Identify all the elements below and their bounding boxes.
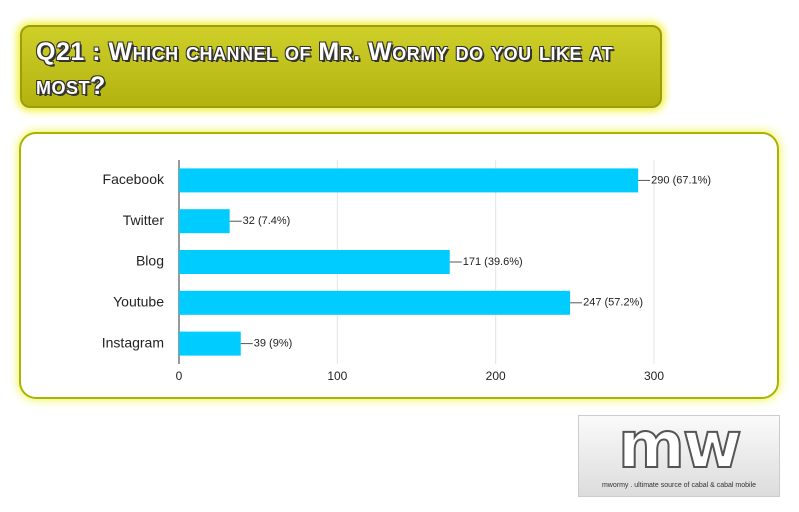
value-label: 171 (39.6%) <box>463 256 523 268</box>
category-label: Twitter <box>123 212 165 228</box>
value-label: 290 (67.1%) <box>651 174 711 186</box>
value-label: 32 (7.4%) <box>243 215 291 227</box>
category-label: Facebook <box>103 171 165 187</box>
value-label: 247 (57.2%) <box>583 297 643 309</box>
logo: mw mwormy . ultimate source of cabal & c… <box>578 409 780 497</box>
x-tick-label: 0 <box>176 369 183 383</box>
category-label: Youtube <box>113 294 164 310</box>
category-label: Blog <box>136 253 164 269</box>
logo-tagline: mwormy . ultimate source of cabal & caba… <box>601 482 757 489</box>
category-label: Instagram <box>102 334 164 350</box>
value-label: 39 (9%) <box>254 338 293 350</box>
logo-mark: mw <box>617 409 743 483</box>
x-tick-label: 300 <box>644 369 664 383</box>
bar <box>179 331 241 356</box>
bar <box>179 168 639 193</box>
bar <box>179 209 230 234</box>
x-tick-label: 200 <box>486 369 506 383</box>
question-title: Q21 : Which channel of Mr. Wormy do you … <box>20 25 662 108</box>
x-tick-label: 100 <box>327 369 347 383</box>
bar <box>179 290 571 315</box>
bar <box>179 250 450 274</box>
